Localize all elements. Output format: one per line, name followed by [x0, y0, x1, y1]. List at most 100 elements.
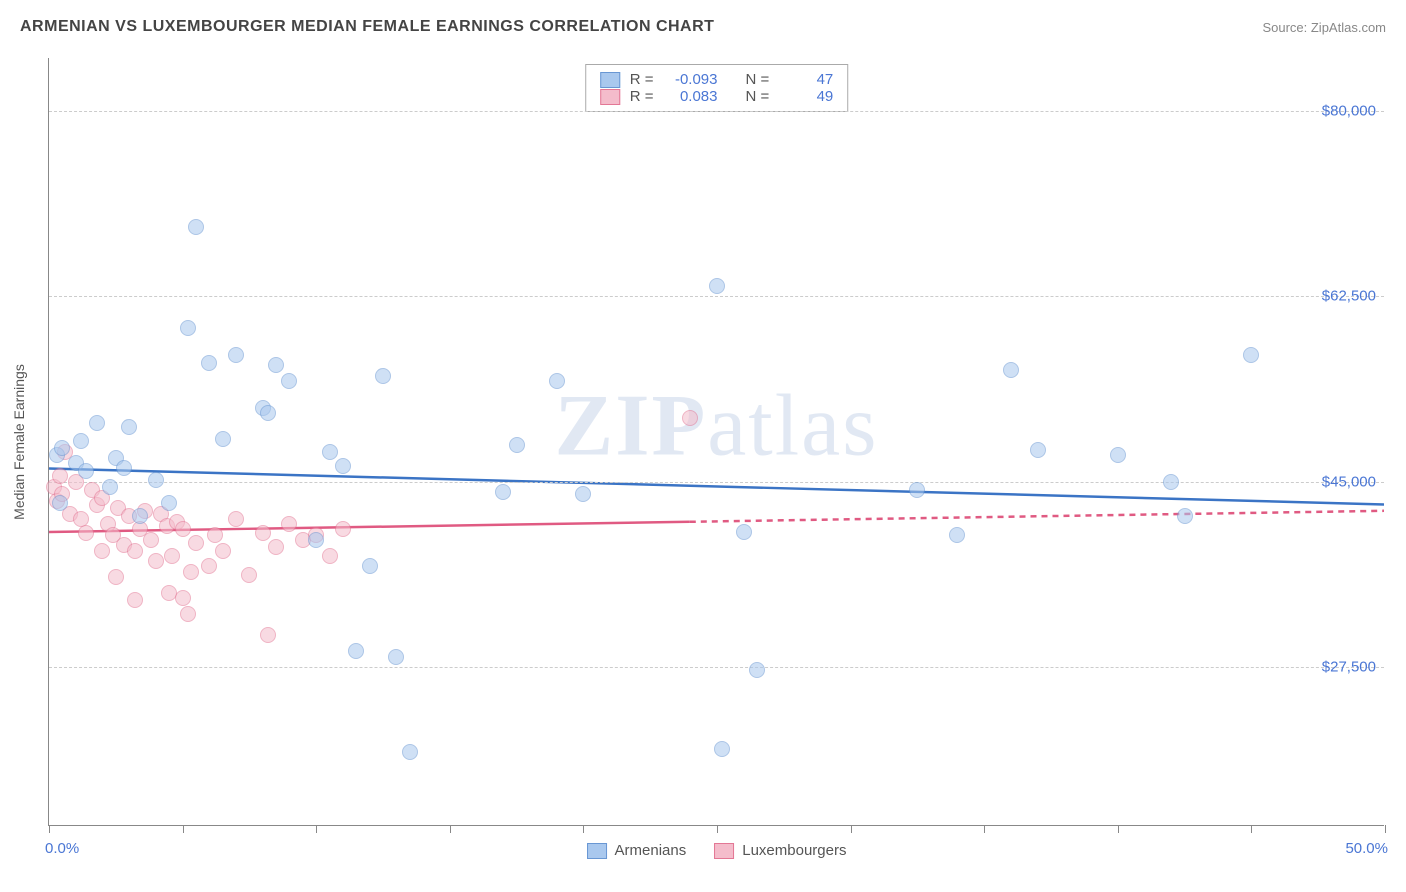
swatch-luxembourgers	[600, 89, 620, 105]
x-tick	[1385, 825, 1386, 833]
gridline	[49, 296, 1384, 297]
y-axis-title: Median Female Earnings	[11, 364, 27, 520]
scatter-point-armenians	[1030, 442, 1046, 458]
scatter-point-armenians	[714, 741, 730, 757]
scatter-point-armenians	[116, 460, 132, 476]
scatter-point-luxembourgers	[201, 558, 217, 574]
scatter-point-luxembourgers	[207, 527, 223, 543]
scatter-point-armenians	[1243, 347, 1259, 363]
legend-swatch-luxembourgers	[714, 843, 734, 859]
scatter-point-armenians	[348, 643, 364, 659]
scatter-point-luxembourgers	[127, 592, 143, 608]
scatter-point-armenians	[495, 484, 511, 500]
scatter-point-armenians	[268, 357, 284, 373]
scatter-point-luxembourgers	[281, 516, 297, 532]
scatter-point-armenians	[308, 532, 324, 548]
scatter-point-armenians	[322, 444, 338, 460]
legend-label-luxembourgers: Luxembourgers	[742, 842, 846, 859]
scatter-point-armenians	[228, 347, 244, 363]
stats-row-luxembourgers: R = 0.083 N = 49	[600, 88, 834, 105]
r-label: R =	[630, 71, 654, 88]
scatter-point-armenians	[709, 278, 725, 294]
gridline	[49, 111, 1384, 112]
scatter-point-armenians	[1003, 362, 1019, 378]
y-tick-label: $80,000	[1322, 102, 1376, 119]
scatter-point-luxembourgers	[682, 410, 698, 426]
scatter-point-armenians	[509, 437, 525, 453]
legend-item-armenians: Armenians	[587, 842, 687, 859]
x-tick	[583, 825, 584, 833]
scatter-point-luxembourgers	[52, 468, 68, 484]
scatter-point-armenians	[1163, 474, 1179, 490]
n-value-luxembourgers: 49	[779, 88, 833, 105]
scatter-point-armenians	[102, 479, 118, 495]
x-axis-max-label: 50.0%	[1345, 840, 1388, 857]
stats-row-armenians: R = -0.093 N = 47	[600, 71, 834, 88]
scatter-point-armenians	[161, 495, 177, 511]
scatter-point-armenians	[1177, 508, 1193, 524]
y-tick-label: $45,000	[1322, 473, 1376, 490]
scatter-point-armenians	[362, 558, 378, 574]
scatter-point-armenians	[188, 219, 204, 235]
x-tick	[717, 825, 718, 833]
scatter-point-luxembourgers	[175, 590, 191, 606]
x-axis-min-label: 0.0%	[45, 840, 79, 857]
scatter-point-armenians	[335, 458, 351, 474]
y-tick-label: $62,500	[1322, 288, 1376, 305]
scatter-point-luxembourgers	[164, 548, 180, 564]
scatter-point-luxembourgers	[335, 521, 351, 537]
n-value-armenians: 47	[779, 71, 833, 88]
scatter-point-armenians	[180, 320, 196, 336]
gridline	[49, 667, 1384, 668]
scatter-point-armenians	[1110, 447, 1126, 463]
swatch-armenians	[600, 72, 620, 88]
plot-area: Median Female Earnings ZIPatlas R = -0.0…	[48, 58, 1384, 826]
x-tick	[183, 825, 184, 833]
n-label: N =	[746, 71, 770, 88]
x-tick	[851, 825, 852, 833]
scatter-point-armenians	[54, 440, 70, 456]
y-tick-label: $27,500	[1322, 659, 1376, 676]
x-tick	[450, 825, 451, 833]
scatter-point-luxembourgers	[322, 548, 338, 564]
scatter-point-luxembourgers	[94, 543, 110, 559]
scatter-point-armenians	[201, 355, 217, 371]
scatter-point-armenians	[949, 527, 965, 543]
chart-title: ARMENIAN VS LUXEMBOURGER MEDIAN FEMALE E…	[20, 18, 714, 36]
r-value-luxembourgers: 0.083	[664, 88, 718, 105]
scatter-point-armenians	[260, 405, 276, 421]
scatter-point-armenians	[121, 419, 137, 435]
watermark-bold: ZIP	[555, 378, 708, 475]
scatter-point-luxembourgers	[188, 535, 204, 551]
scatter-point-armenians	[52, 495, 68, 511]
gridline	[49, 482, 1384, 483]
scatter-point-luxembourgers	[183, 564, 199, 580]
scatter-point-armenians	[148, 472, 164, 488]
scatter-point-armenians	[575, 486, 591, 502]
scatter-point-luxembourgers	[108, 569, 124, 585]
scatter-point-armenians	[78, 463, 94, 479]
scatter-point-luxembourgers	[241, 567, 257, 583]
scatter-point-luxembourgers	[255, 525, 271, 541]
scatter-point-armenians	[388, 649, 404, 665]
scatter-point-luxembourgers	[175, 521, 191, 537]
scatter-point-luxembourgers	[268, 539, 284, 555]
trendlines-svg	[49, 58, 1384, 825]
scatter-point-armenians	[215, 431, 231, 447]
scatter-point-luxembourgers	[127, 543, 143, 559]
scatter-point-armenians	[549, 373, 565, 389]
scatter-point-armenians	[132, 508, 148, 524]
watermark: ZIPatlas	[555, 376, 879, 477]
scatter-point-armenians	[749, 662, 765, 678]
scatter-point-armenians	[281, 373, 297, 389]
scatter-point-armenians	[375, 368, 391, 384]
scatter-point-armenians	[73, 433, 89, 449]
watermark-light: atlas	[707, 378, 878, 475]
scatter-point-armenians	[909, 482, 925, 498]
scatter-point-luxembourgers	[148, 553, 164, 569]
scatter-point-luxembourgers	[260, 627, 276, 643]
scatter-point-armenians	[89, 415, 105, 431]
scatter-point-armenians	[736, 524, 752, 540]
r-value-armenians: -0.093	[664, 71, 718, 88]
scatter-point-armenians	[402, 744, 418, 760]
